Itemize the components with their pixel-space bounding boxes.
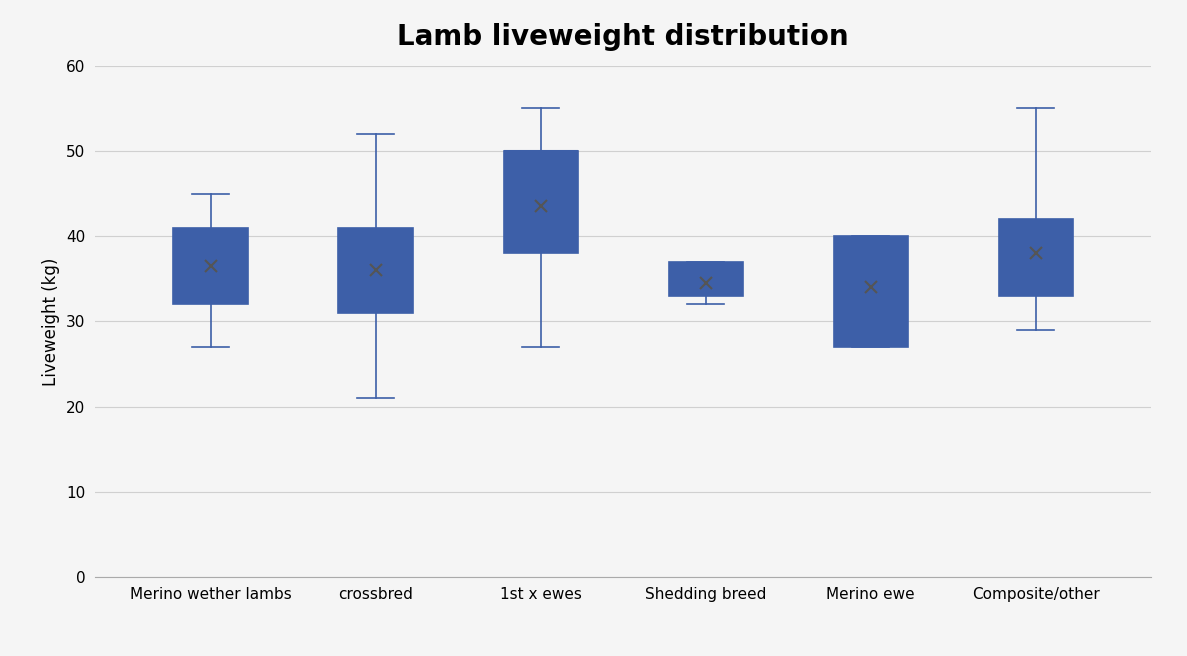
Title: Lamb liveweight distribution: Lamb liveweight distribution <box>398 23 849 51</box>
PathPatch shape <box>338 228 413 313</box>
PathPatch shape <box>998 219 1073 296</box>
PathPatch shape <box>833 236 908 347</box>
PathPatch shape <box>668 262 743 296</box>
PathPatch shape <box>503 151 578 253</box>
PathPatch shape <box>173 228 248 304</box>
Y-axis label: Liveweight (kg): Liveweight (kg) <box>43 257 61 386</box>
